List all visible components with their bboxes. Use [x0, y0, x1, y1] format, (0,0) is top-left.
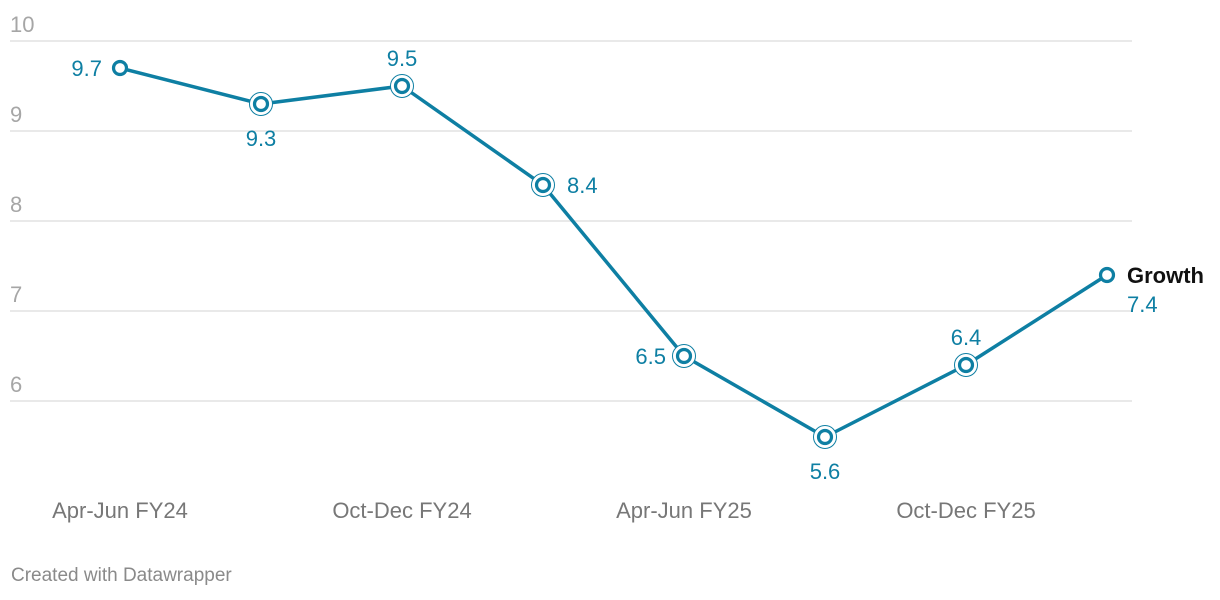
data-point — [954, 353, 978, 377]
x-tick-label: Oct-Dec FY25 — [896, 498, 1035, 523]
data-label: 6.4 — [951, 325, 982, 350]
y-tick-label: 6 — [10, 372, 22, 397]
x-tick-label: Apr-Jun FY24 — [52, 498, 188, 523]
data-point — [111, 59, 129, 77]
data-point-marker — [816, 428, 834, 446]
data-point — [531, 173, 555, 197]
x-tick-label: Oct-Dec FY24 — [332, 498, 471, 523]
data-point-marker — [957, 356, 975, 374]
series-markers — [111, 59, 1116, 449]
y-tick-label: 7 — [10, 282, 22, 307]
growth-line — [118, 66, 1109, 439]
data-label: 9.3 — [246, 126, 277, 151]
credit-text: Created with Datawrapper — [11, 565, 232, 586]
data-point-marker — [252, 95, 270, 113]
series-label: Growth — [1127, 263, 1204, 288]
data-point — [1098, 266, 1116, 284]
y-tick-label: 8 — [10, 192, 22, 217]
data-label: 6.5 — [635, 344, 666, 369]
data-label: 5.6 — [810, 459, 841, 484]
data-point-marker — [675, 347, 693, 365]
data-point — [249, 92, 273, 116]
data-point-marker — [111, 59, 129, 77]
x-axis-ticks: Apr-Jun FY24 Oct-Dec FY24 Apr-Jun FY25 Oct-… — [52, 498, 1036, 523]
y-tick-label: 10 — [10, 12, 34, 37]
data-point-marker — [393, 77, 411, 95]
y-tick-label: 9 — [10, 102, 22, 127]
data-point-marker — [534, 176, 552, 194]
series-line — [118, 66, 1109, 439]
data-point — [672, 344, 696, 368]
x-tick-label: Apr-Jun FY25 — [616, 498, 752, 523]
data-label: 7.4 — [1127, 292, 1158, 317]
data-label: 8.4 — [567, 173, 598, 198]
data-labels: 9.7 9.3 9.5 8.4 6.5 5.6 6.4 7.4 Growth — [71, 46, 1204, 484]
data-point — [390, 74, 414, 98]
data-point — [813, 425, 837, 449]
data-label: 9.7 — [71, 56, 102, 81]
y-axis-ticks: 10 9 8 7 6 — [10, 12, 34, 397]
data-label: 9.5 — [387, 46, 418, 71]
data-point-marker — [1098, 266, 1116, 284]
